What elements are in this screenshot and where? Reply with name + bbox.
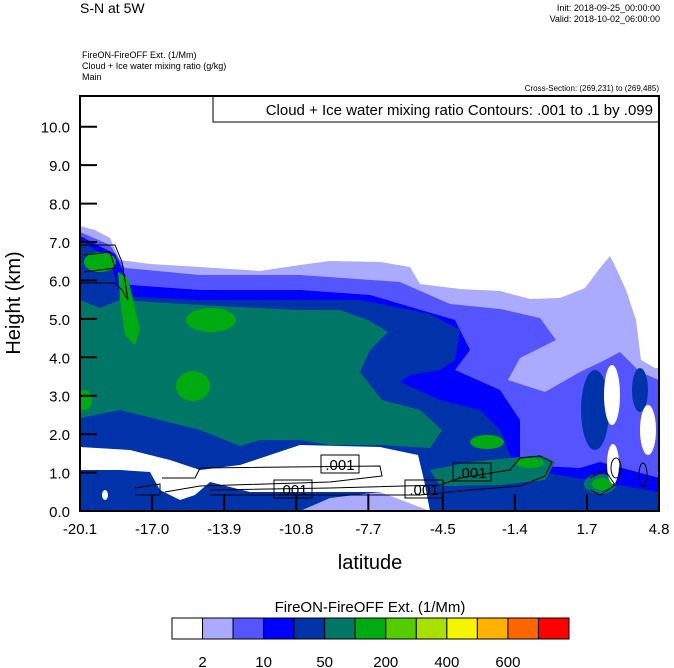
colorbar-box	[293, 617, 326, 640]
colorbar-box	[171, 617, 204, 640]
level-2-surface	[300, 492, 430, 511]
y-tick-label: 6.0	[49, 273, 70, 290]
level-600-patch	[186, 308, 236, 332]
y-tick-label: 5.0	[49, 312, 70, 329]
overlay-legend-text: Cloud + Ice water mixing ratio Contours:…	[266, 102, 653, 119]
x-tick-label: -20.1	[63, 521, 97, 538]
colorbar-box	[476, 617, 509, 640]
below-2-patch	[102, 490, 108, 500]
level-600-patch	[84, 252, 116, 272]
colorbar-box	[202, 617, 234, 640]
y-tick-label: 1.0	[49, 466, 70, 483]
y-tick-label: 4.0	[49, 350, 70, 367]
field-line-3: Main	[82, 72, 102, 82]
contour-line	[162, 465, 383, 493]
level-200-patch	[632, 368, 648, 412]
x-tick-label: -10.8	[279, 521, 313, 538]
contour-label-box	[320, 454, 360, 474]
contour-label: .001	[457, 465, 486, 482]
level-200-patch	[581, 370, 609, 450]
below-2-region	[80, 445, 430, 511]
colorbar-box	[263, 617, 295, 640]
colorbar-label: 50	[316, 654, 333, 668]
colorbar-box	[324, 617, 356, 640]
contour-line	[83, 251, 116, 273]
colorbar-box	[537, 617, 570, 640]
init-time: Init: 2018-09-25_00:00:00	[557, 3, 660, 13]
field-line-2: Cloud + Ice water mixing ratio (g/kg)	[82, 61, 226, 71]
plot-title: S-N at 5W	[80, 0, 145, 16]
colorbar-box	[354, 617, 387, 640]
x-tick-label: -1.4	[502, 521, 528, 538]
x-tick-label: -13.9	[207, 521, 241, 538]
contour-label: .001	[325, 457, 354, 474]
below-2-patch	[640, 405, 656, 455]
contour-line	[589, 469, 616, 496]
x-tick-label: 4.8	[649, 521, 670, 538]
plot-frame	[79, 95, 660, 512]
level-600-patch	[118, 272, 140, 345]
field-line-1: FireON-FireOFF Ext. (1/Mm)	[82, 50, 197, 60]
y-tick-label: 9.0	[49, 158, 70, 175]
contour-label-box	[452, 462, 492, 482]
x-tick-label: -17.0	[135, 521, 169, 538]
contour-label: .001	[409, 482, 438, 499]
contour-label: .001	[278, 482, 307, 499]
colorbar-box	[415, 617, 448, 640]
level-600-patch	[470, 435, 504, 449]
colorbar-label: 600	[495, 654, 520, 668]
colorbar-title: FireON-FireOFF Ext. (1/Mm)	[275, 599, 466, 616]
colorbar-box	[507, 617, 539, 640]
colorbar-label: 10	[255, 654, 272, 668]
x-tick-label: 1.7	[576, 521, 597, 538]
cross-section-label: Cross-Section: (269,231) to (269,485)	[525, 84, 660, 93]
overlay-legend-box	[212, 95, 660, 123]
contour-lines: .001 .001 .001 .001	[80, 244, 648, 499]
below-2-patch	[604, 365, 620, 425]
colorbar: 2 10 50 200 400 600	[171, 617, 570, 668]
x-axis-title: latitude	[338, 552, 403, 574]
x-tick-label: -7.7	[355, 521, 381, 538]
y-tick-label: 7.0	[49, 235, 70, 252]
colorbar-box	[232, 617, 265, 640]
contour-line	[610, 457, 622, 479]
below-2-patch	[607, 444, 619, 484]
colorbar-label: 400	[434, 654, 459, 668]
filled-contours	[80, 226, 659, 511]
contour-label-box	[404, 479, 444, 499]
contour-line	[134, 483, 161, 496]
level-400-region	[80, 300, 442, 448]
level-600-patch	[176, 371, 210, 401]
level-600-patch	[516, 458, 544, 468]
y-tick-label: 0.0	[49, 504, 70, 521]
y-tick-label: 10.0	[41, 120, 70, 137]
x-tick-label: -4.5	[430, 521, 456, 538]
level-600-patch	[80, 390, 92, 410]
contour-line	[80, 244, 129, 301]
colorbar-label: 200	[373, 654, 398, 668]
colorbar-label: 2	[198, 654, 206, 668]
y-tick-label: 2.0	[49, 427, 70, 444]
y-tick-label: 8.0	[49, 197, 70, 214]
y-axis-title: Height (km)	[3, 251, 25, 354]
valid-time: Valid: 2018-10-02_06:00:00	[550, 14, 660, 24]
contour-line	[638, 462, 648, 488]
colorbar-box	[446, 617, 478, 640]
level-600-patch	[592, 478, 612, 490]
y-tick-label: 3.0	[49, 389, 70, 406]
contour-label-box	[273, 479, 313, 499]
colorbar-box	[385, 617, 417, 640]
